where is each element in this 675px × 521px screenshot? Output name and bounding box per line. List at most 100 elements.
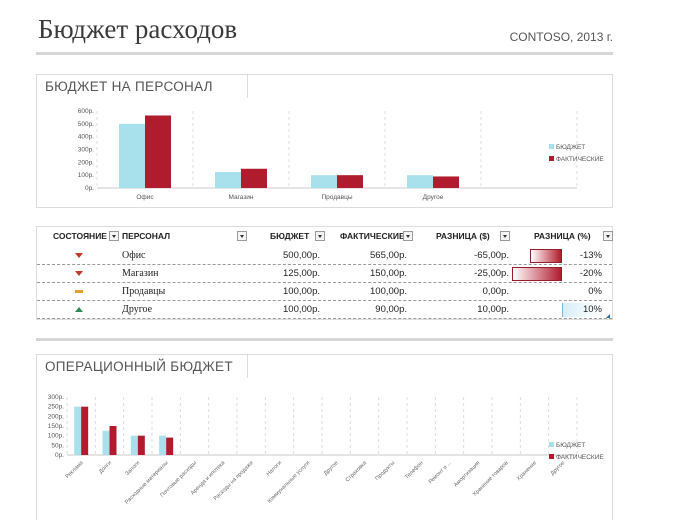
cell-diff: -25,00р. xyxy=(474,268,509,279)
bar-budget xyxy=(311,175,337,188)
personnel-table: СОСТОЯНИЕ ПЕРСОНАЛ БЮДЖЕТ ФАКТИЧЕСКИЕ РАЗНИЦ… xyxy=(36,226,613,320)
personnel-chart-panel: БЮДЖЕТ НА ПЕРСОНАЛ 0р. 100р. 200р. 300р. 400… xyxy=(36,74,613,208)
cell-budget: 125,00р. xyxy=(283,268,320,279)
table-row[interactable]: Офис 500,00р. 565,00р. -65,00р. -13% xyxy=(37,247,612,266)
y-tick-label: 400р. xyxy=(78,134,94,141)
cell-actual: 150,00р. xyxy=(370,268,407,279)
cell-name: Магазин xyxy=(122,268,159,279)
bar-actual xyxy=(166,437,174,455)
table-row[interactable]: Другое 100,00р. 90,00р. 10,00р. 10% xyxy=(37,301,612,320)
cell-actual: 100,00р. xyxy=(370,286,407,297)
x-category-label: Продавцы xyxy=(321,194,352,201)
table-resize-handle[interactable] xyxy=(606,314,610,318)
y-tick-label: 0р. xyxy=(85,185,94,192)
x-category-label: Офис xyxy=(136,194,154,201)
x-category-label: Магазин xyxy=(228,194,253,201)
bar-actual xyxy=(241,168,267,188)
top-divider xyxy=(36,52,613,55)
x-category-label: Другое xyxy=(550,460,567,477)
bar-actual xyxy=(137,435,145,455)
row-separator xyxy=(37,282,612,283)
header-status: СОСТОЯНИЕ xyxy=(53,231,107,241)
page-subtitle: CONTOSO, 2013 г. xyxy=(509,30,613,44)
x-category-label: Налоги xyxy=(266,460,283,477)
filter-dropdown-button[interactable] xyxy=(603,231,613,241)
bar-budget xyxy=(407,175,433,188)
table-row[interactable]: Магазин 125,00р. 150,00р. -25,00р. -20% xyxy=(37,265,612,284)
filter-dropdown-button[interactable] xyxy=(403,231,413,241)
y-tick-label: 300р. xyxy=(78,147,94,154)
personnel-bar-chart[interactable]: 0р. 100р. 200р. 300р. 400р. 500р. 600р. Офис Маг… xyxy=(37,75,612,207)
legend-swatch xyxy=(549,156,554,161)
operational-section-title: ОПЕРАЦИОННЫЙ БЮДЖЕТ xyxy=(45,359,233,374)
cell-diff: 10,00р. xyxy=(477,304,509,315)
cell-pct: -13% xyxy=(579,250,602,261)
filter-dropdown-button[interactable] xyxy=(109,231,119,241)
x-category-label: Продукты xyxy=(374,460,396,482)
cell-pct: 0% xyxy=(588,286,602,297)
legend-label: БЮДЖЕТ xyxy=(556,144,585,151)
x-category-label: Телефон xyxy=(404,460,424,480)
header-budget: БЮДЖЕТ xyxy=(270,231,310,241)
y-tick-label: 0р. xyxy=(55,452,64,459)
y-tick-label: 500р. xyxy=(78,121,94,128)
filter-dropdown-button[interactable] xyxy=(237,231,247,241)
personnel-section-title: БЮДЖЕТ НА ПЕРСОНАЛ xyxy=(45,79,213,94)
bar-budget xyxy=(102,430,110,455)
legend-label: ФАКТИЧЕСКИЕ xyxy=(556,156,604,163)
operational-bar-chart[interactable]: 0р. 50р. 100р. 150р. 200р. 250р. 300р. Реклама Д… xyxy=(37,355,612,521)
middle-divider xyxy=(36,338,613,341)
bar-actual xyxy=(145,115,171,188)
bar-budget xyxy=(130,435,138,455)
cell-actual: 565,00р. xyxy=(370,250,407,261)
header-actual: ФАКТИЧЕСКИЕ xyxy=(340,231,405,241)
legend-label: ФАКТИЧЕСКИЕ xyxy=(556,454,604,461)
filter-dropdown-button[interactable] xyxy=(500,231,510,241)
cell-budget: 500,00р. xyxy=(283,250,320,261)
legend-swatch xyxy=(549,454,554,459)
x-category-label: Другое xyxy=(423,194,444,201)
header-pct: РАЗНИЦА (%) xyxy=(534,231,591,241)
bar-budget xyxy=(215,171,241,188)
x-category-label: Страховка xyxy=(345,460,369,484)
row-separator xyxy=(37,264,612,265)
bar-budget xyxy=(74,406,82,455)
row-separator xyxy=(37,300,612,301)
bar-actual xyxy=(433,176,459,188)
operational-title-box: ОПЕРАЦИОННЫЙ БЮДЖЕТ xyxy=(36,354,248,378)
bar-actual xyxy=(109,426,117,455)
cell-name: Другое xyxy=(122,304,153,315)
legend-label: БЮДЖЕТ xyxy=(556,442,585,449)
status-flat-icon xyxy=(75,290,83,293)
operational-chart-panel: ОПЕРАЦИОННЫЙ БЮДЖЕТ 0р. 50р. 100р. 150р. 200… xyxy=(36,354,613,520)
status-up-icon xyxy=(75,307,83,312)
y-tick-label: 200р. xyxy=(78,159,94,166)
x-category-label: Амортизация xyxy=(453,460,481,488)
x-category-label: Хранение xyxy=(516,460,538,482)
cell-name: Офис xyxy=(122,250,146,261)
cell-budget: 100,00р. xyxy=(283,304,320,315)
x-category-label: Залоги xyxy=(124,460,141,477)
bar-budget xyxy=(159,435,167,455)
table-row[interactable]: Продавцы 100,00р. 100,00р. 0,00р. 0% xyxy=(37,283,612,302)
y-tick-label: 100р. xyxy=(48,433,64,440)
personnel-title-box: БЮДЖЕТ НА ПЕРСОНАЛ xyxy=(36,74,248,98)
header-diff: РАЗНИЦА ($) xyxy=(436,231,490,241)
status-down-icon xyxy=(75,253,83,258)
pct-bar-negative xyxy=(529,249,562,263)
cell-pct: 10% xyxy=(582,304,602,315)
x-category-label: Реклама xyxy=(65,460,86,481)
row-separator xyxy=(37,318,612,319)
x-category-label: Ремонт и ... xyxy=(428,460,454,486)
page-title: Бюджет расходов xyxy=(38,14,238,44)
bar-actual xyxy=(81,406,89,455)
cell-diff: 0,00р. xyxy=(482,286,509,297)
x-category-label: Другое xyxy=(323,460,340,477)
pct-bar-positive xyxy=(562,303,600,317)
filter-dropdown-button[interactable] xyxy=(315,231,325,241)
y-tick-label: 150р. xyxy=(48,423,64,430)
bar-actual xyxy=(337,175,363,188)
cell-actual: 90,00р. xyxy=(375,304,407,315)
cell-pct: -20% xyxy=(579,268,602,279)
y-tick-label: 100р. xyxy=(78,172,94,179)
